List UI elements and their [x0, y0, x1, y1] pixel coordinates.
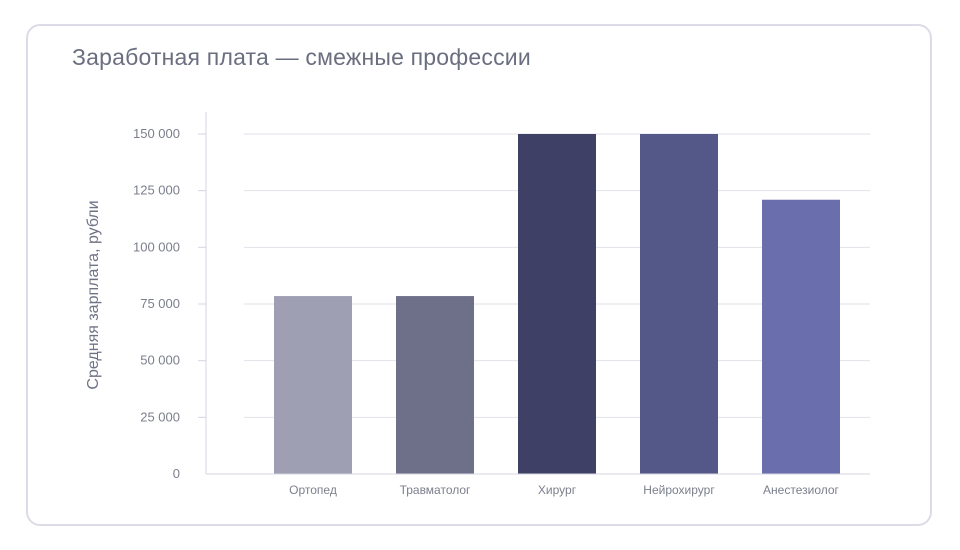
bar-4 — [640, 134, 718, 474]
x-tick-label: Травматолог — [400, 483, 471, 497]
y-tick-label: 150 000 — [133, 126, 180, 141]
chart-title: Заработная плата — смежные профессии — [72, 44, 531, 70]
y-tick-label: 25 000 — [140, 409, 180, 424]
bar-3 — [518, 134, 596, 474]
x-tick-labels: Ортопед Травматолог Хирург Нейрохирург Анест… — [289, 483, 839, 497]
y-tick-label: 50 000 — [140, 353, 180, 368]
y-tick-label: 0 — [173, 466, 180, 481]
bar-1 — [274, 296, 352, 474]
y-tick-label: 125 000 — [133, 183, 180, 198]
bar-5 — [762, 199, 840, 474]
x-tick-label: Хирург — [538, 483, 577, 497]
bars-group — [274, 134, 840, 474]
y-axis-label: Средняя зарплата, рубли — [85, 200, 102, 389]
x-tick-label: Анестезиолог — [763, 483, 840, 497]
x-tick-label: Ортопед — [289, 483, 337, 497]
bar-2 — [396, 296, 474, 474]
y-tick-label: 100 000 — [133, 239, 180, 254]
y-tick-label: 75 000 — [140, 296, 180, 311]
x-tick-label: Нейрохирург — [643, 483, 715, 497]
y-tick-labels: 0 25 000 50 000 75 000 100 000 125 000 150 000 — [133, 126, 180, 481]
